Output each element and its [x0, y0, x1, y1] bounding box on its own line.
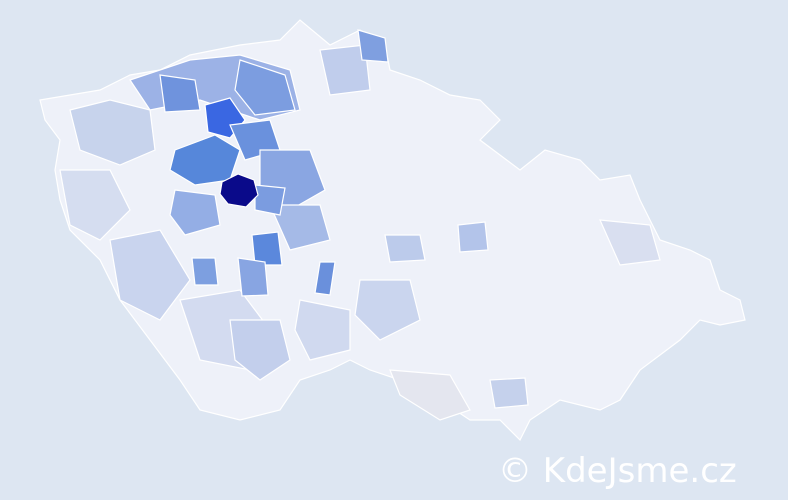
region: [457, 221, 489, 253]
region: [59, 169, 131, 241]
region: [69, 99, 156, 166]
region: [169, 189, 221, 236]
region: [237, 257, 269, 297]
region: [251, 231, 283, 266]
region-prague: [219, 173, 259, 208]
region: [254, 184, 286, 216]
region: [294, 299, 351, 361]
region: [389, 369, 471, 421]
watermark: © KdeJsme.cz: [498, 451, 737, 491]
region: [269, 204, 331, 251]
region: [191, 257, 219, 286]
region: [109, 229, 191, 321]
region: [357, 29, 389, 63]
region: [319, 44, 371, 96]
region: [234, 59, 296, 116]
region: [489, 377, 529, 409]
region: [229, 319, 291, 381]
region: [384, 234, 426, 263]
region: [354, 279, 421, 341]
region: [599, 219, 661, 266]
region: [314, 261, 336, 296]
region: [159, 74, 201, 113]
